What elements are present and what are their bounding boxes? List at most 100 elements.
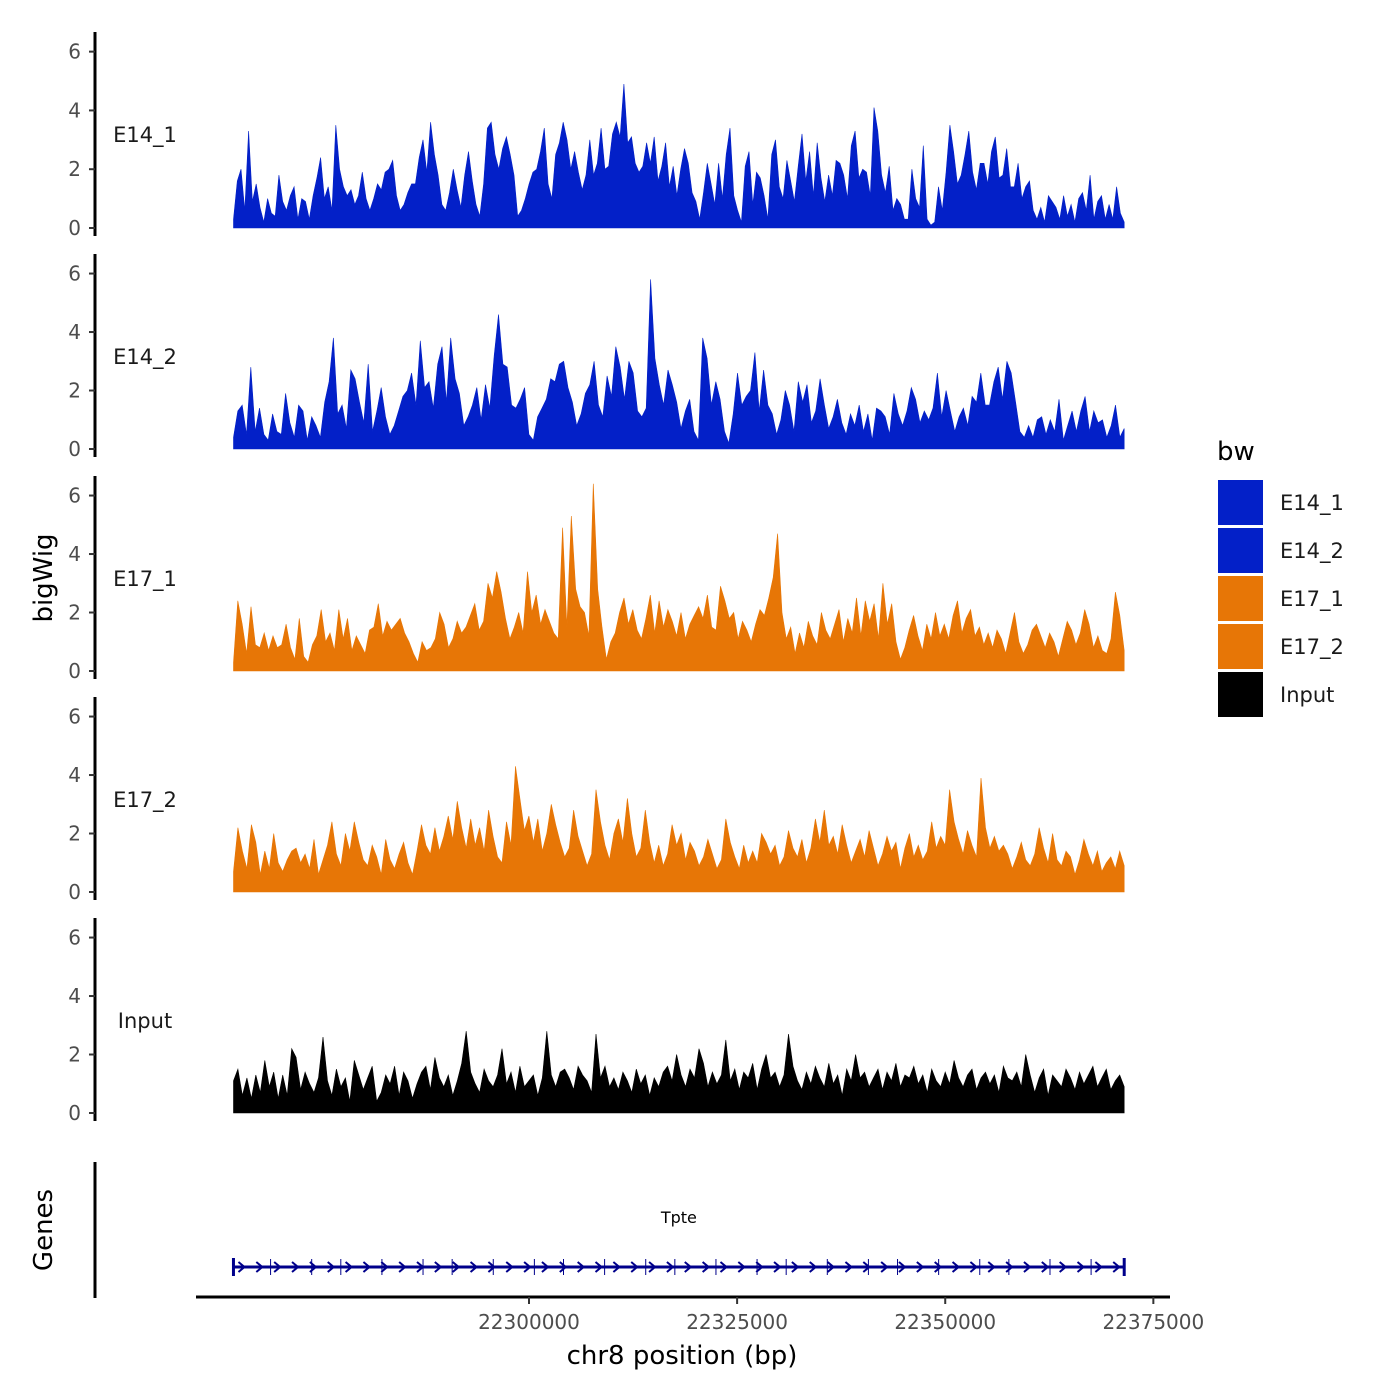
y-tick-label: 2 — [68, 1043, 81, 1067]
strand-arrow — [987, 1261, 996, 1273]
strand-arrow — [791, 1261, 800, 1273]
coverage-area-e14-1 — [233, 83, 1125, 229]
gene-name-label: Tpte — [660, 1208, 697, 1227]
y-tick-label: 2 — [68, 379, 81, 403]
strand-arrow — [1112, 1261, 1121, 1273]
legend-key — [1218, 576, 1263, 621]
strand-arrow — [916, 1261, 925, 1273]
legend-label: E17_1 — [1280, 587, 1344, 612]
coverage-area-e14-2 — [233, 279, 1125, 450]
bigwig-tracks: 0 2 4 6 E14_1 0 2 4 6 E14_2 0 2 4 6 E17_1 0 2 4 6 E17_2 0 2 4 6… — [68, 32, 1125, 1125]
legend-key — [1218, 480, 1263, 525]
track-e14-2: 0 2 4 6 E14_2 — [68, 254, 1125, 461]
track-label: E17_1 — [113, 567, 177, 592]
y-tick-label: 2 — [68, 157, 81, 181]
y-tick-label: 6 — [68, 262, 81, 286]
strand-arrow — [469, 1261, 479, 1273]
strand-arrow — [559, 1261, 568, 1273]
strand-arrow — [862, 1261, 871, 1273]
strand-arrow — [577, 1261, 586, 1273]
coverage-area-e17-1 — [233, 483, 1125, 672]
y-tick-label: 0 — [68, 659, 81, 683]
legend-entry: E17_1 — [1218, 576, 1344, 621]
strand-arrow — [898, 1261, 907, 1273]
legend-label: Input — [1280, 683, 1334, 707]
y-tick-label: 6 — [68, 484, 81, 508]
y-tick-label: 4 — [68, 320, 81, 344]
x-axis-title: chr8 position (bp) — [567, 1341, 798, 1371]
legend-key — [1218, 624, 1263, 669]
x-tick-label: 22350000 — [894, 1310, 996, 1334]
strand-arrow — [362, 1261, 371, 1273]
y-tick-label: 0 — [68, 880, 81, 904]
strand-arrow — [273, 1261, 282, 1273]
legend: bw E14_1 E14_2 E17_1 E17_2 Input — [1217, 437, 1344, 717]
strand-arrow — [1076, 1261, 1086, 1273]
strand-arrow — [594, 1261, 604, 1273]
legend-key — [1218, 672, 1263, 717]
track-e14-1: 0 2 4 6 E14_1 — [68, 32, 1125, 240]
y-tick-label: 4 — [68, 763, 81, 787]
track-label: E17_2 — [113, 788, 177, 813]
legend-label: E14_2 — [1280, 539, 1344, 564]
legend-label: E17_2 — [1280, 635, 1344, 660]
strand-arrow — [1094, 1261, 1103, 1273]
x-axis: 22300000 22325000 22350000 22375000 — [196, 1295, 1204, 1334]
strand-arrow — [684, 1261, 693, 1273]
legend-key — [1218, 528, 1263, 573]
strand-arrow — [380, 1261, 389, 1273]
y-tick-label: 4 — [68, 98, 81, 122]
strand-arrow — [1059, 1261, 1068, 1273]
coverage-area-input — [233, 1031, 1125, 1114]
strand-arrow — [452, 1261, 461, 1273]
y-tick-label: 2 — [68, 822, 81, 846]
strand-arrow — [809, 1261, 818, 1273]
strand-arrow — [701, 1261, 711, 1273]
legend-label: E14_1 — [1280, 491, 1344, 516]
x-tick-label: 22300000 — [478, 1310, 580, 1334]
strand-arrow — [327, 1261, 336, 1273]
y-tick-label: 6 — [68, 705, 81, 729]
track-label: E14_1 — [113, 123, 177, 148]
legend-entry: E14_1 — [1218, 480, 1344, 525]
strand-arrow — [416, 1261, 425, 1273]
y-tick-label: 2 — [68, 601, 81, 625]
strand-arrow — [434, 1261, 443, 1273]
strand-arrow — [969, 1261, 978, 1273]
strand-arrow — [934, 1261, 943, 1273]
strand-arrow — [344, 1261, 354, 1273]
legend-entry: E17_2 — [1218, 624, 1344, 669]
strand-arrow — [880, 1261, 889, 1273]
strand-arrow — [719, 1261, 729, 1273]
strand-arrow — [541, 1261, 550, 1273]
track-input: 0 2 4 6 Input — [68, 918, 1125, 1125]
strand-arrow — [291, 1261, 300, 1273]
strand-arrow — [755, 1261, 764, 1273]
x-tick-label: 22375000 — [1102, 1310, 1204, 1334]
legend-title: bw — [1217, 437, 1255, 467]
gene-tpte: Tpte — [231, 1208, 1126, 1276]
strand-arrow — [666, 1261, 675, 1273]
y-tick-label: 4 — [68, 542, 81, 566]
y-tick-label: 0 — [68, 437, 81, 461]
coverage-area-e17-2 — [233, 766, 1125, 893]
strand-arrow — [1005, 1261, 1014, 1273]
track-label: E14_2 — [113, 345, 177, 370]
strand-arrow — [737, 1261, 746, 1273]
y-tick-label: 6 — [68, 40, 81, 64]
strand-arrow — [523, 1261, 532, 1273]
y-tick-label: 0 — [68, 216, 81, 240]
strand-arrow — [630, 1261, 639, 1273]
y-tick-label: 0 — [68, 1101, 81, 1125]
strand-arrow — [309, 1261, 318, 1273]
strand-arrow — [505, 1261, 514, 1273]
strand-arrow — [487, 1261, 496, 1273]
legend-entry: E14_2 — [1218, 528, 1344, 573]
y-axis-title: bigWig — [29, 533, 59, 622]
strand-arrow — [1023, 1261, 1032, 1273]
x-tick-label: 22325000 — [686, 1310, 788, 1334]
strand-arrow — [773, 1261, 782, 1273]
gene-track: Tpte — [93, 1162, 1126, 1298]
strand-arrow — [951, 1261, 961, 1273]
